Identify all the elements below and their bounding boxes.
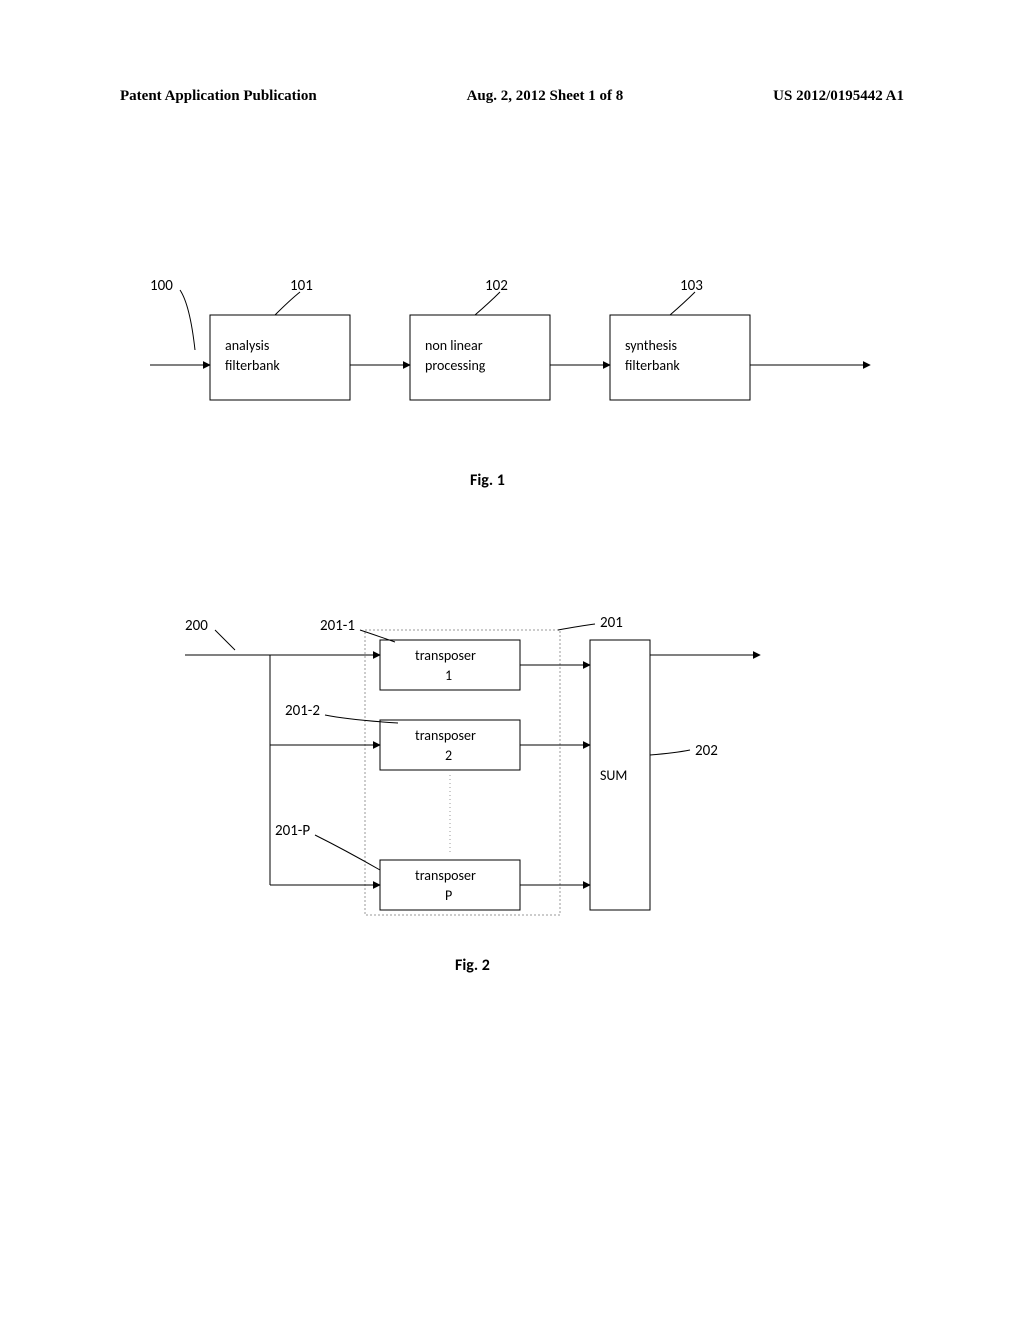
box-synthesis-line2: filterbank <box>625 357 680 374</box>
header: Patent Application Publication Aug. 2, 2… <box>0 88 1024 105</box>
fig2-caption: Fig. 2 <box>455 956 490 975</box>
header-right: US 2012/0195442 A1 <box>773 88 904 105</box>
tP-line1: transposer <box>415 867 476 884</box>
tP-line2: P <box>445 887 452 904</box>
box-nonlinear-line2: processing <box>425 357 486 374</box>
label-102: 102 <box>485 277 508 295</box>
label-103: 103 <box>680 277 703 295</box>
header-left: Patent Application Publication <box>120 88 317 105</box>
label-200: 200 <box>185 617 208 635</box>
box-nonlinear-line1: non linear <box>425 337 483 354</box>
leader-100 <box>180 290 195 350</box>
label-201-P: 201-P <box>275 822 310 840</box>
figure-2: 200 201-1 201 201-2 201-P 202 transposer… <box>0 600 1024 1000</box>
t2-line2: 2 <box>445 747 452 764</box>
leader-201 <box>558 624 595 630</box>
header-center: Aug. 2, 2012 Sheet 1 of 8 <box>467 88 624 105</box>
box-analysis-line1: analysis <box>225 337 269 354</box>
figure-1: 100 101 102 103 analysis filterbank non … <box>0 260 1024 540</box>
label-202: 202 <box>695 742 718 760</box>
leader-103 <box>670 292 695 315</box>
label-201-1: 201-1 <box>320 617 355 635</box>
label-201-2: 201-2 <box>285 702 320 720</box>
t2-line1: transposer <box>415 727 476 744</box>
leader-202 <box>650 750 690 755</box>
leader-201-P <box>315 835 380 870</box>
box-synthesis-line1: synthesis <box>625 337 677 354</box>
label-201: 201 <box>600 614 623 632</box>
leader-201-2 <box>325 715 398 723</box>
page: Patent Application Publication Aug. 2, 2… <box>0 0 1024 1320</box>
label-101: 101 <box>290 277 313 295</box>
t1-line2: 1 <box>445 667 452 684</box>
label-100: 100 <box>150 277 173 295</box>
leader-102 <box>475 292 500 315</box>
t1-line1: transposer <box>415 647 476 664</box>
leader-200 <box>215 630 235 650</box>
sum-label: SUM <box>600 767 627 784</box>
fig1-caption: Fig. 1 <box>470 471 505 490</box>
leader-101 <box>275 292 300 315</box>
box-analysis-line2: filterbank <box>225 357 280 374</box>
